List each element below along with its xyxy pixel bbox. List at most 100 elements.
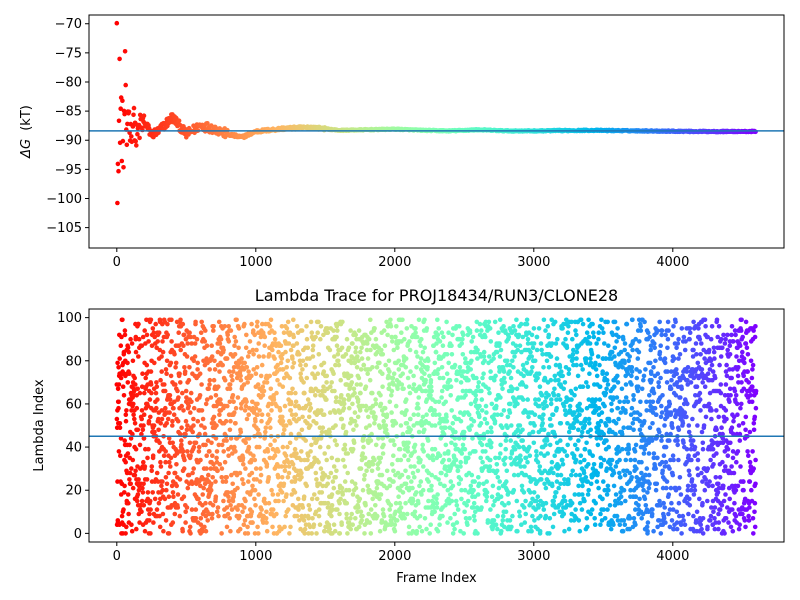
delta-g-point bbox=[115, 161, 121, 167]
lambda-point bbox=[204, 343, 210, 349]
lambda-point bbox=[300, 367, 305, 372]
lambda-point bbox=[282, 468, 288, 474]
lambda-point bbox=[497, 341, 502, 346]
lambda-point bbox=[596, 485, 601, 491]
lambda-point bbox=[444, 418, 450, 424]
lambda-point bbox=[586, 416, 592, 422]
lambda-point bbox=[544, 403, 549, 409]
lambda-point bbox=[381, 418, 387, 424]
lambda-point bbox=[172, 470, 178, 476]
lambda-point bbox=[508, 455, 513, 461]
lambda-point bbox=[144, 332, 150, 338]
lambda-point bbox=[280, 414, 285, 420]
lambda-point bbox=[483, 403, 489, 409]
lambda-point bbox=[626, 358, 631, 364]
lambda-point bbox=[122, 483, 127, 489]
lambda-point bbox=[481, 354, 487, 359]
lambda-point bbox=[638, 328, 644, 333]
lambda-point bbox=[387, 369, 392, 374]
lambda-point bbox=[393, 334, 398, 340]
lambda-point bbox=[453, 498, 459, 504]
lambda-point bbox=[282, 524, 287, 530]
lambda-point bbox=[429, 483, 434, 489]
lambda-point bbox=[239, 356, 244, 361]
lambda-point bbox=[539, 477, 544, 482]
lambda-point bbox=[597, 362, 602, 368]
lambda-point bbox=[551, 511, 557, 517]
lambda-point bbox=[439, 388, 445, 394]
lambda-point bbox=[450, 332, 455, 338]
lambda-point bbox=[294, 324, 300, 329]
lambda-point bbox=[390, 438, 396, 443]
lambda-point bbox=[263, 516, 269, 521]
lambda-point bbox=[591, 462, 597, 467]
lambda-point bbox=[582, 498, 587, 504]
lambda-point bbox=[233, 405, 239, 411]
lambda-point bbox=[629, 382, 634, 387]
lambda-point bbox=[197, 393, 203, 398]
lambda-point bbox=[132, 421, 138, 426]
lambda-point bbox=[598, 522, 603, 527]
lambda-point bbox=[524, 321, 530, 327]
lambda-point bbox=[494, 468, 500, 474]
lambda-point bbox=[187, 524, 193, 530]
x-tick-label: 1000 bbox=[239, 255, 272, 270]
lambda-point bbox=[255, 531, 261, 536]
lambda-point bbox=[139, 509, 144, 515]
lambda-point bbox=[156, 416, 161, 422]
lambda-point bbox=[422, 427, 427, 433]
lambda-point bbox=[261, 388, 267, 394]
lambda-point bbox=[206, 386, 211, 392]
lambda-point bbox=[629, 475, 634, 480]
lambda-point bbox=[169, 317, 174, 323]
lambda-point bbox=[290, 356, 295, 361]
lambda-point bbox=[408, 427, 413, 433]
lambda-point bbox=[283, 423, 289, 428]
lambda-point bbox=[604, 438, 609, 443]
lambda-point bbox=[416, 405, 421, 411]
lambda-point bbox=[226, 339, 232, 344]
lambda-point bbox=[544, 438, 550, 443]
lambda-point bbox=[435, 528, 441, 534]
lambda-point bbox=[479, 388, 484, 394]
lambda-point bbox=[503, 438, 509, 443]
lambda-point bbox=[183, 388, 189, 394]
lambda-point bbox=[403, 500, 408, 506]
lambda-point bbox=[446, 457, 452, 463]
lambda-point bbox=[597, 397, 603, 402]
lambda-point bbox=[228, 418, 233, 424]
lambda-point bbox=[286, 464, 292, 469]
lambda-point bbox=[614, 339, 619, 344]
lambda-point bbox=[525, 336, 531, 342]
lambda-point bbox=[286, 507, 291, 512]
lambda-point bbox=[631, 393, 636, 398]
lambda-point bbox=[450, 531, 456, 536]
lambda-point bbox=[412, 475, 417, 480]
lambda-point bbox=[186, 377, 192, 383]
lambda-point bbox=[188, 334, 193, 340]
lambda-point bbox=[148, 382, 154, 387]
delta-g-point bbox=[124, 142, 130, 148]
lambda-point bbox=[168, 464, 173, 469]
lambda-point bbox=[242, 518, 248, 523]
lambda-point bbox=[472, 518, 477, 523]
lambda-point bbox=[362, 455, 368, 461]
lambda-point bbox=[403, 481, 409, 487]
lambda-point bbox=[401, 386, 406, 392]
lambda-point bbox=[526, 444, 532, 450]
lambda-point bbox=[643, 503, 649, 508]
lambda-point bbox=[140, 485, 145, 491]
lambda-point bbox=[567, 403, 573, 409]
lambda-point bbox=[324, 380, 329, 385]
lambda-point bbox=[582, 446, 588, 452]
lambda-point bbox=[433, 349, 439, 355]
lambda-point bbox=[203, 328, 208, 333]
lambda-point bbox=[218, 336, 224, 342]
lambda-point bbox=[181, 332, 187, 338]
lambda-point bbox=[219, 442, 225, 448]
lambda-point bbox=[181, 408, 186, 413]
lambda-point bbox=[156, 500, 162, 506]
lambda-point bbox=[131, 401, 136, 407]
lambda-point bbox=[528, 524, 534, 530]
lambda-point bbox=[335, 457, 341, 463]
